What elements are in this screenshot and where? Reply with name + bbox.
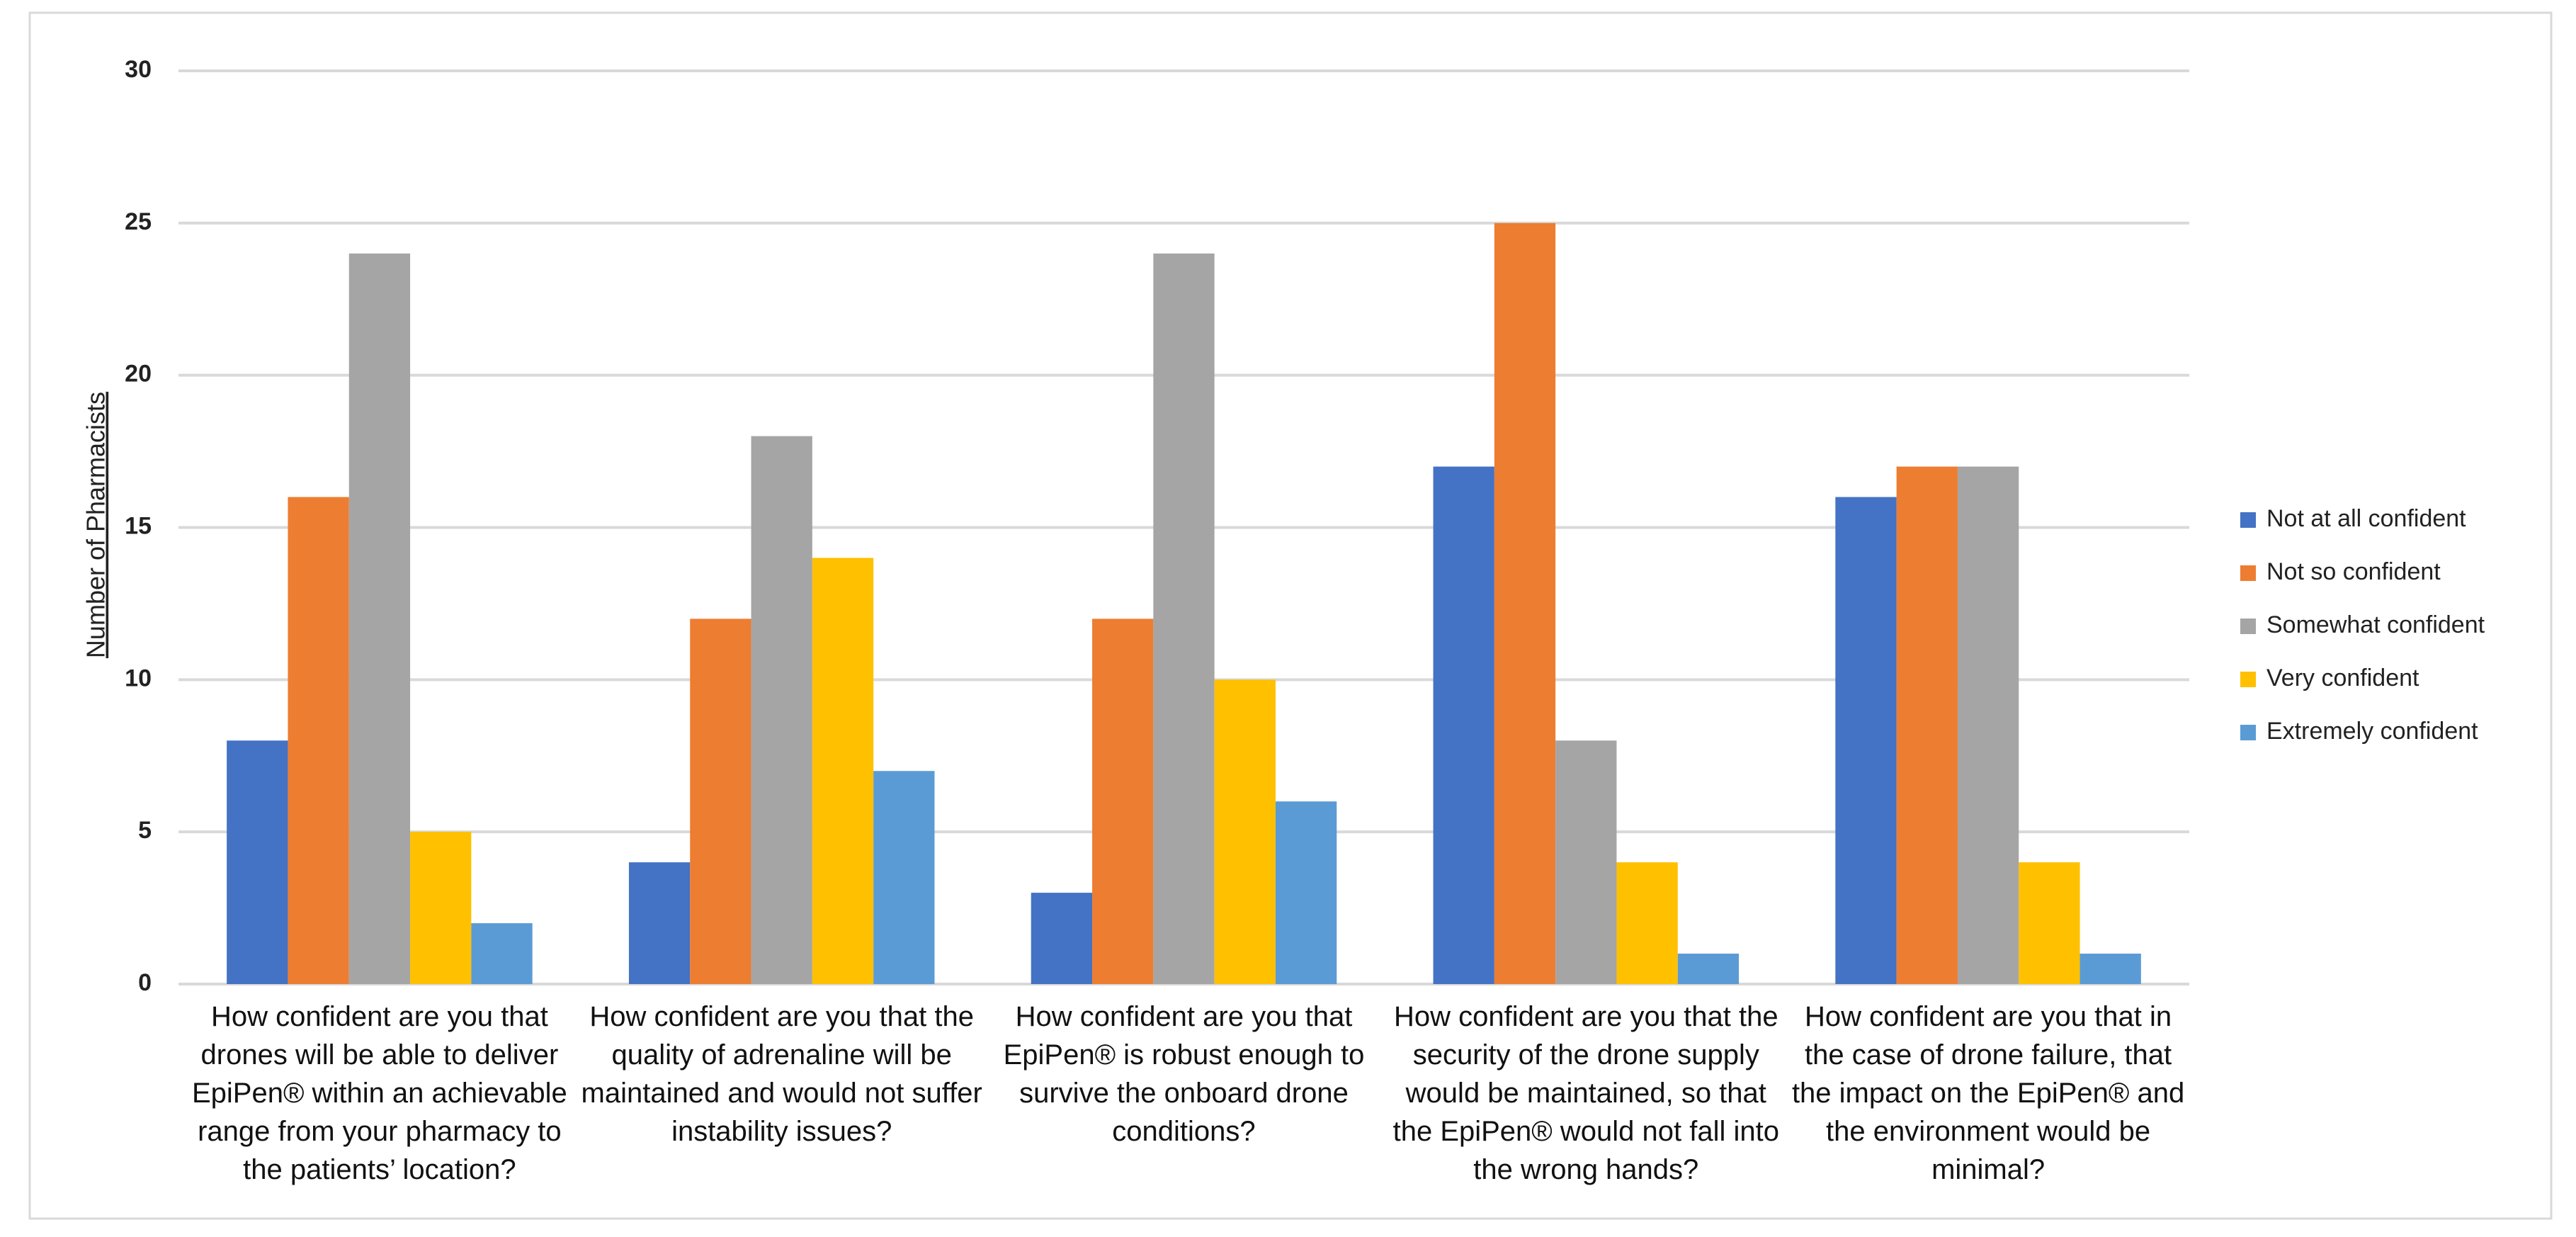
x-tick-label: How confident are you that the quality o… [581, 1001, 982, 1147]
legend-label: Extremely confident [2266, 718, 2478, 745]
legend-label: Not so confident [2266, 558, 2441, 585]
bar [812, 558, 874, 984]
legend-label: Not at all confident [2266, 505, 2466, 532]
x-tick-label: How confident are you that drones will b… [191, 1001, 567, 1185]
x-tick-label: How confident are you that the security … [1392, 1001, 1779, 1185]
legend-label: Very confident [2266, 665, 2419, 691]
x-tick-label: How confident are you that EpiPen® is ro… [1003, 1001, 1365, 1147]
x-tick-label: How confident are you that in the case o… [1791, 1001, 2185, 1185]
bar [2019, 862, 2080, 984]
bar [1835, 497, 1897, 984]
bar [2079, 954, 2141, 984]
bar [1896, 466, 1958, 984]
bar [1433, 466, 1494, 984]
y-tick-label: 20 [125, 361, 152, 388]
y-tick-label: 5 [138, 817, 152, 844]
bar [1677, 954, 1740, 984]
bar [690, 618, 751, 984]
bar [1555, 740, 1617, 984]
chart-frame [28, 11, 2553, 1220]
y-axis-label: Number of Pharmacists [81, 392, 110, 658]
legend-swatch [2240, 672, 2256, 687]
legend-swatch [2240, 725, 2256, 740]
legend-label: Somewhat confident [2266, 611, 2485, 638]
y-tick-label: 25 [125, 208, 152, 235]
bar [873, 771, 935, 984]
bar [1214, 679, 1276, 984]
legend-swatch [2240, 512, 2256, 528]
y-tick-label: 10 [125, 665, 152, 691]
bar [1275, 801, 1337, 984]
bar [1153, 253, 1215, 984]
bar [1616, 862, 1678, 984]
y-tick-label: 30 [125, 56, 152, 83]
bar [1092, 618, 1154, 984]
bar [288, 497, 349, 984]
bar [1031, 893, 1093, 984]
legend-swatch [2240, 618, 2256, 634]
legend-swatch [2240, 565, 2256, 581]
bar [471, 923, 533, 984]
bar [628, 862, 691, 984]
bar [348, 253, 411, 984]
y-tick-label: 0 [138, 969, 152, 996]
y-tick-label: 15 [125, 512, 152, 539]
bar [751, 436, 812, 984]
bar [1957, 466, 2019, 984]
bar [227, 740, 288, 984]
bar [410, 832, 472, 984]
bar [1494, 222, 1556, 984]
